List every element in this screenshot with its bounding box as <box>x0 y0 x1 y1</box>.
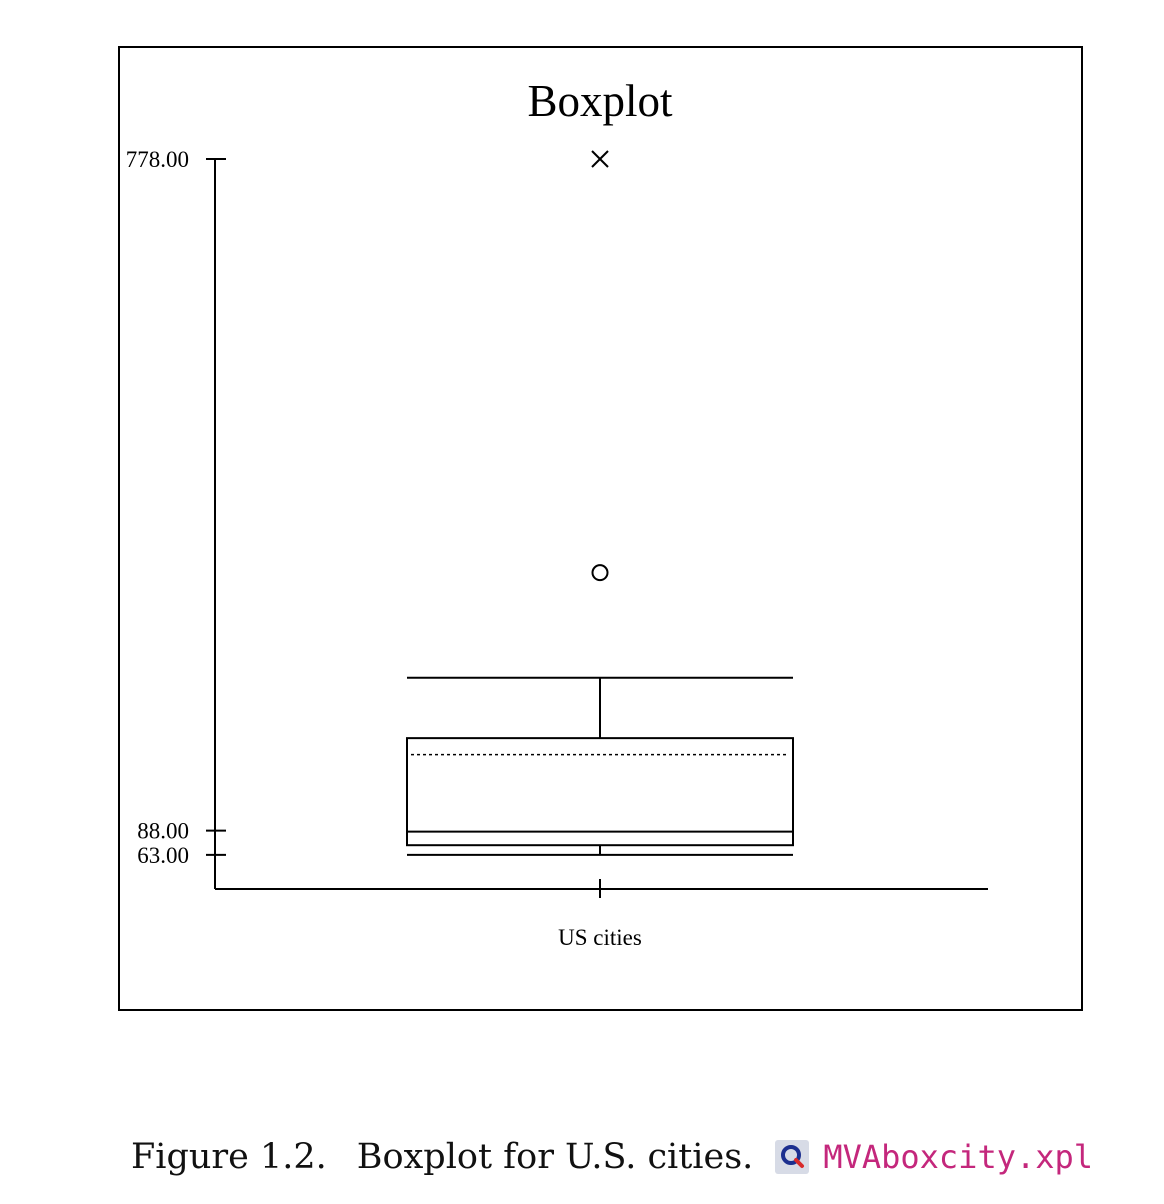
quantlet-search-icon[interactable] <box>775 1140 810 1174</box>
y-tick-label-0: 778.00 <box>126 147 189 172</box>
x-axis-ticks: US cities <box>558 879 642 950</box>
x-category-label-0: US cities <box>558 925 642 950</box>
chart-title: Boxplot <box>527 76 673 126</box>
outlier-cross-stroke-b <box>591 150 609 168</box>
box-group <box>406 150 794 856</box>
y-tick-label-2: 63.00 <box>137 843 189 868</box>
figure-caption-text: Boxplot for U.S. cities. <box>356 1137 754 1177</box>
figure-label: Figure 1.2. <box>131 1137 327 1177</box>
y-tick-label-1: 88.00 <box>137 819 189 844</box>
quantlet-file-link[interactable]: MVAboxcity.xpl <box>823 1138 1094 1176</box>
outlier-circle-0 <box>591 564 609 582</box>
chart-frame <box>118 46 1083 1011</box>
figure-caption: Figure 1.2. Boxplot for U.S. cities. MVA… <box>131 1132 1093 1182</box>
outlier-cross-1 <box>591 150 609 168</box>
